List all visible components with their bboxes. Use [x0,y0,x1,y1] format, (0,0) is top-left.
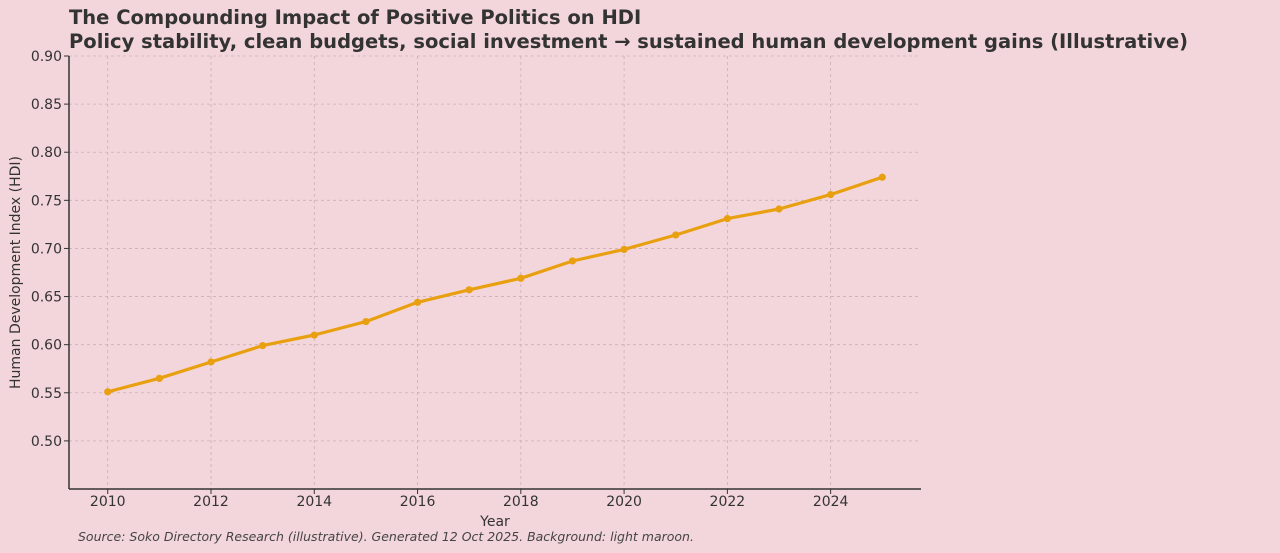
x-tick-label: 2024 [813,494,849,510]
source-note: Source: Soko Directory Research (illustr… [78,529,694,544]
x-tick-label: 2014 [296,494,332,510]
chart-title-block: The Compounding Impact of Positive Polit… [69,6,1188,54]
chart-subtitle: Policy stability, clean budgets, social … [69,30,1189,53]
y-tick-label: 0.65 [31,290,62,306]
y-tick-label: 0.55 [31,386,62,402]
x-tick-label: 2018 [503,494,539,510]
series-group [104,173,886,396]
chart-title: The Compounding Impact of Positive Polit… [69,6,642,29]
x-tick-label: 2016 [400,494,436,510]
x-tick-label: 2020 [606,494,642,510]
data-point [517,274,525,282]
data-point [104,388,112,396]
y-axis-ticks: 0.50 0.55 0.60 0.65 0.70 0.75 0.80 0.85 0.90 [31,49,69,450]
x-axis-ticks: 2010 2012 2014 2016 2018 2020 2022 2024 [90,489,849,510]
data-point [878,173,886,181]
y-tick-label: 0.70 [31,241,62,257]
axes [68,56,921,490]
data-point [827,190,835,199]
y-tick-label: 0.75 [31,193,62,209]
y-axis-label: Human Development Index (HDI) [8,156,24,389]
data-point [620,245,628,254]
data-point [207,358,215,366]
x-tick-label: 2012 [193,494,229,510]
x-axis-label: Year [479,514,510,530]
y-tick-label: 0.80 [31,145,62,161]
data-point [723,215,731,223]
y-tick-label: 0.50 [31,434,62,450]
data-point [155,374,163,382]
data-point [310,331,318,339]
data-point [672,231,680,239]
y-tick-label: 0.90 [31,49,62,65]
data-point [259,342,267,350]
x-tick-label: 2010 [90,494,126,510]
series-line-hdi [106,175,884,394]
data-point [465,286,473,294]
data-point [413,298,422,306]
y-tick-label: 0.60 [31,338,62,354]
grid-lines [69,55,921,489]
x-tick-label: 2022 [710,494,746,510]
data-point [568,257,577,265]
data-point [362,317,370,326]
y-tick-label: 0.85 [31,97,62,113]
data-point [775,205,783,213]
